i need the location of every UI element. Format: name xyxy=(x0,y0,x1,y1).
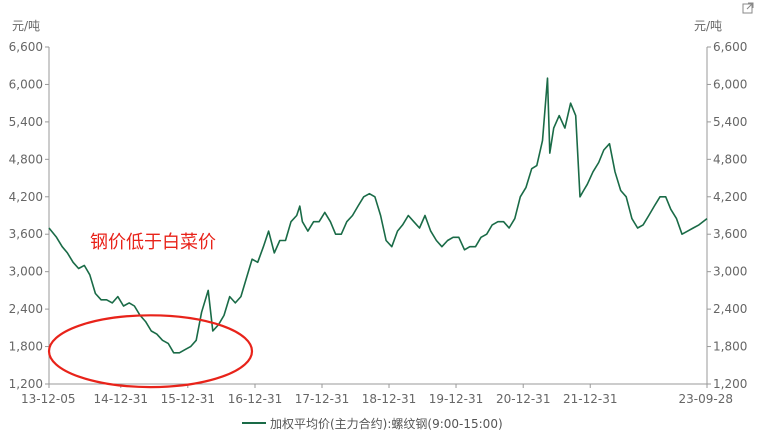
y-tick-label-right: 4,200 xyxy=(713,190,747,204)
y-ticks-right: 1,200 1,800 2,400 3,000 3,600 4,200 4,800 5,400… xyxy=(707,40,747,391)
y-tick-label-left: 5,400 xyxy=(9,115,43,129)
y-axis-unit-right: 元/吨 xyxy=(694,19,722,33)
y-tick-label-left: 3,000 xyxy=(9,265,43,279)
x-tick-label: 14-12-31 xyxy=(94,392,148,406)
y-tick-label-left: 1,200 xyxy=(9,377,43,391)
y-tick-label-right: 2,400 xyxy=(713,302,747,316)
y-tick-label-left: 4,800 xyxy=(9,152,43,166)
y-axis-unit-left: 元/吨 xyxy=(12,19,40,33)
y-tick-label-left: 3,600 xyxy=(9,227,43,241)
x-tick-label: 17-12-31 xyxy=(295,392,349,406)
external-link-icon[interactable] xyxy=(740,0,756,16)
legend-label: 加权平均价(主力合约):螺纹钢(9:00-15:00) xyxy=(270,416,503,431)
x-ticks: 13-12-05 14-12-31 15-12-31 16-12-31 17-12-31… xyxy=(21,384,733,406)
axes xyxy=(48,47,708,385)
low-price-highlight-ellipse xyxy=(47,314,254,389)
y-tick-label-right: 1,800 xyxy=(713,340,747,354)
y-tick-label-right: 4,800 xyxy=(713,152,747,166)
y-tick-label-left: 1,800 xyxy=(9,340,43,354)
series-line xyxy=(48,77,708,354)
y-tick-label-right: 5,400 xyxy=(713,115,747,129)
y-tick-label-right: 1,200 xyxy=(713,377,747,391)
legend[interactable]: 加权平均价(主力合约):螺纹钢(9:00-15:00) xyxy=(242,416,503,431)
y-tick-label-left: 2,400 xyxy=(9,302,43,316)
y-tick-label-right: 3,600 xyxy=(713,227,747,241)
y-tick-label-left: 6,000 xyxy=(9,77,43,91)
annotation-label: 钢价低于白菜价 xyxy=(90,232,216,253)
y-ticks-left: 1,200 1,800 2,400 3,000 3,600 4,200 4,800 5,400… xyxy=(9,40,49,391)
x-tick-label: 20-12-31 xyxy=(496,392,550,406)
x-tick-label: 13-12-05 xyxy=(21,392,75,406)
x-tick-label: 23-09-28 xyxy=(679,392,733,406)
y-tick-label-left: 6,600 xyxy=(9,40,43,54)
x-tick-label: 18-12-31 xyxy=(362,392,416,406)
x-tick-label: 16-12-31 xyxy=(228,392,282,406)
series-layer xyxy=(48,77,708,354)
x-tick-label: 21-12-31 xyxy=(563,392,617,406)
y-tick-label-right: 6,000 xyxy=(713,77,747,91)
y-tick-label-right: 6,600 xyxy=(713,40,747,54)
y-tick-label-right: 3,000 xyxy=(713,265,747,279)
y-tick-label-left: 4,200 xyxy=(9,190,43,204)
x-tick-label: 15-12-31 xyxy=(161,392,215,406)
x-tick-label: 19-12-31 xyxy=(429,392,483,406)
